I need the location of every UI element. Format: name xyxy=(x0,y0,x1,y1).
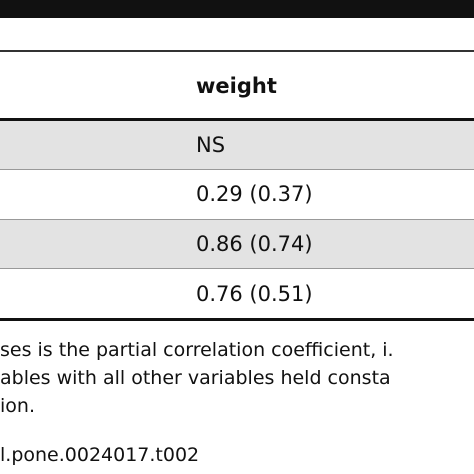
row-rule xyxy=(0,169,474,170)
table-cell: 0.76 (0.51) xyxy=(196,282,313,306)
row-shade xyxy=(0,220,474,268)
column-header: weight xyxy=(196,74,277,98)
top-rule xyxy=(0,0,474,18)
doi: l.pone.0024017.t002 xyxy=(0,444,200,466)
row-rule xyxy=(0,268,474,269)
table-cell: 0.86 (0.74) xyxy=(196,232,313,256)
row-rule xyxy=(0,219,474,220)
footnote-line: ion. xyxy=(0,395,35,417)
footnote-line: ables with all other variables held cons… xyxy=(0,367,391,389)
row-shade xyxy=(0,121,474,169)
footnote-line: ses is the partial correlation coefficie… xyxy=(0,339,394,361)
header-bottom-rule xyxy=(0,118,474,121)
table-cell: 0.29 (0.37) xyxy=(196,182,313,206)
table-cell: NS xyxy=(196,133,226,157)
table-bottom-rule xyxy=(0,318,474,321)
header-rule xyxy=(0,50,474,52)
